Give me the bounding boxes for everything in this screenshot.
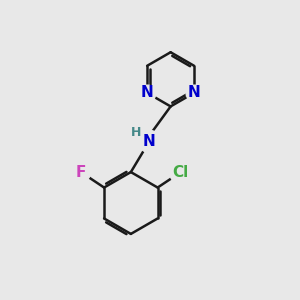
Text: H: H [131, 126, 141, 140]
Text: N: N [188, 85, 200, 100]
Text: N: N [142, 134, 155, 149]
Text: Cl: Cl [172, 165, 189, 180]
Text: N: N [141, 85, 154, 100]
Text: F: F [76, 165, 86, 180]
